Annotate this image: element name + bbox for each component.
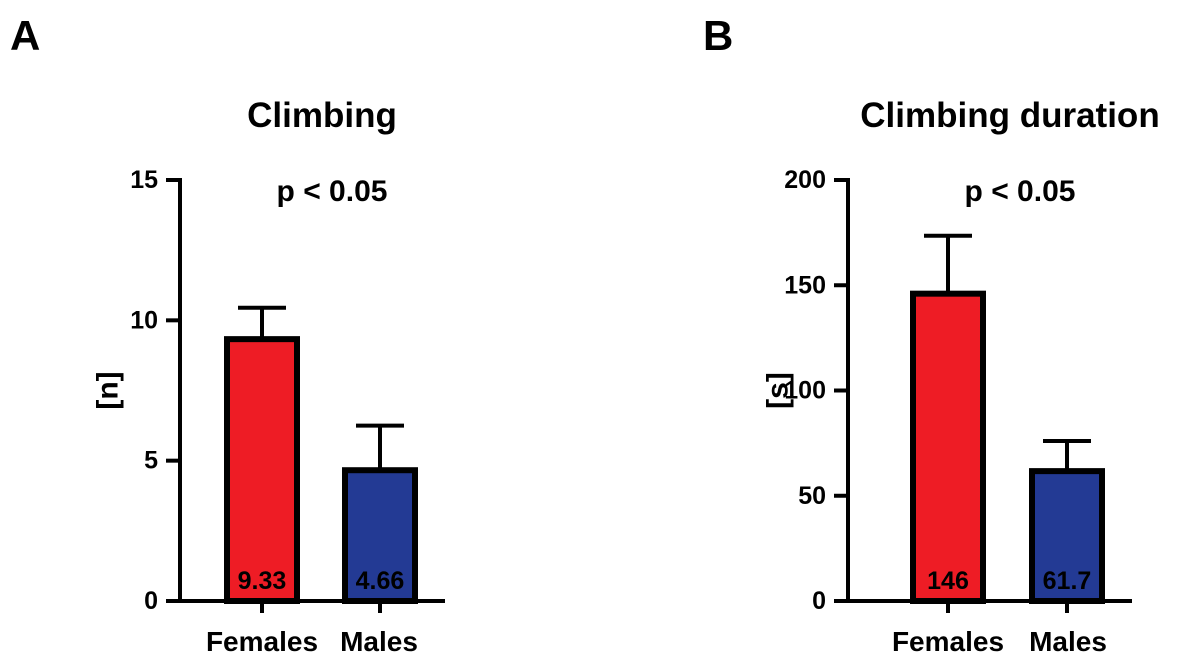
chart-title: Climbing [247,96,397,135]
p-value-annotation: p < 0.05 [277,175,388,208]
y-tick-label: 10 [130,306,158,334]
x-category-label: Males [340,626,418,657]
bar-value-label: 146 [927,567,969,595]
bar-value-label: 9.33 [238,567,287,595]
y-tick-label: 100 [784,377,826,405]
y-tick-label: 0 [812,587,826,615]
y-tick-label: 200 [784,166,826,194]
x-category-label: Males [1029,626,1107,657]
chart-panel-a: A Climbing p < 0.05 [n] 0 5 10 15 9.33 Females 4.6… [10,12,445,657]
panel-letter: A [10,12,40,59]
panel-letter: B [703,12,733,59]
x-category-label: Females [206,626,318,657]
x-category-label: Females [892,626,1004,657]
p-value-annotation: p < 0.05 [965,175,1076,208]
y-axis-label: [s] [762,372,795,409]
bar-females [910,290,986,604]
bar-males [342,467,418,604]
y-tick-label: 50 [798,482,826,510]
bar-value-label: 61.7 [1043,567,1092,595]
y-axis-label: [n] [92,371,125,409]
bar-males [1029,468,1105,604]
y-tick-label: 15 [130,166,158,194]
chart-title: Climbing duration [860,96,1159,135]
y-tick-label: 150 [784,271,826,299]
chart-panel-b: B Climbing duration p < 0.05 [s] 0 50 100 150 20… [703,12,1160,657]
y-tick-label: 0 [144,587,158,615]
bar-value-label: 4.66 [356,567,405,595]
y-tick-label: 5 [144,447,158,475]
bar-females [224,336,300,604]
